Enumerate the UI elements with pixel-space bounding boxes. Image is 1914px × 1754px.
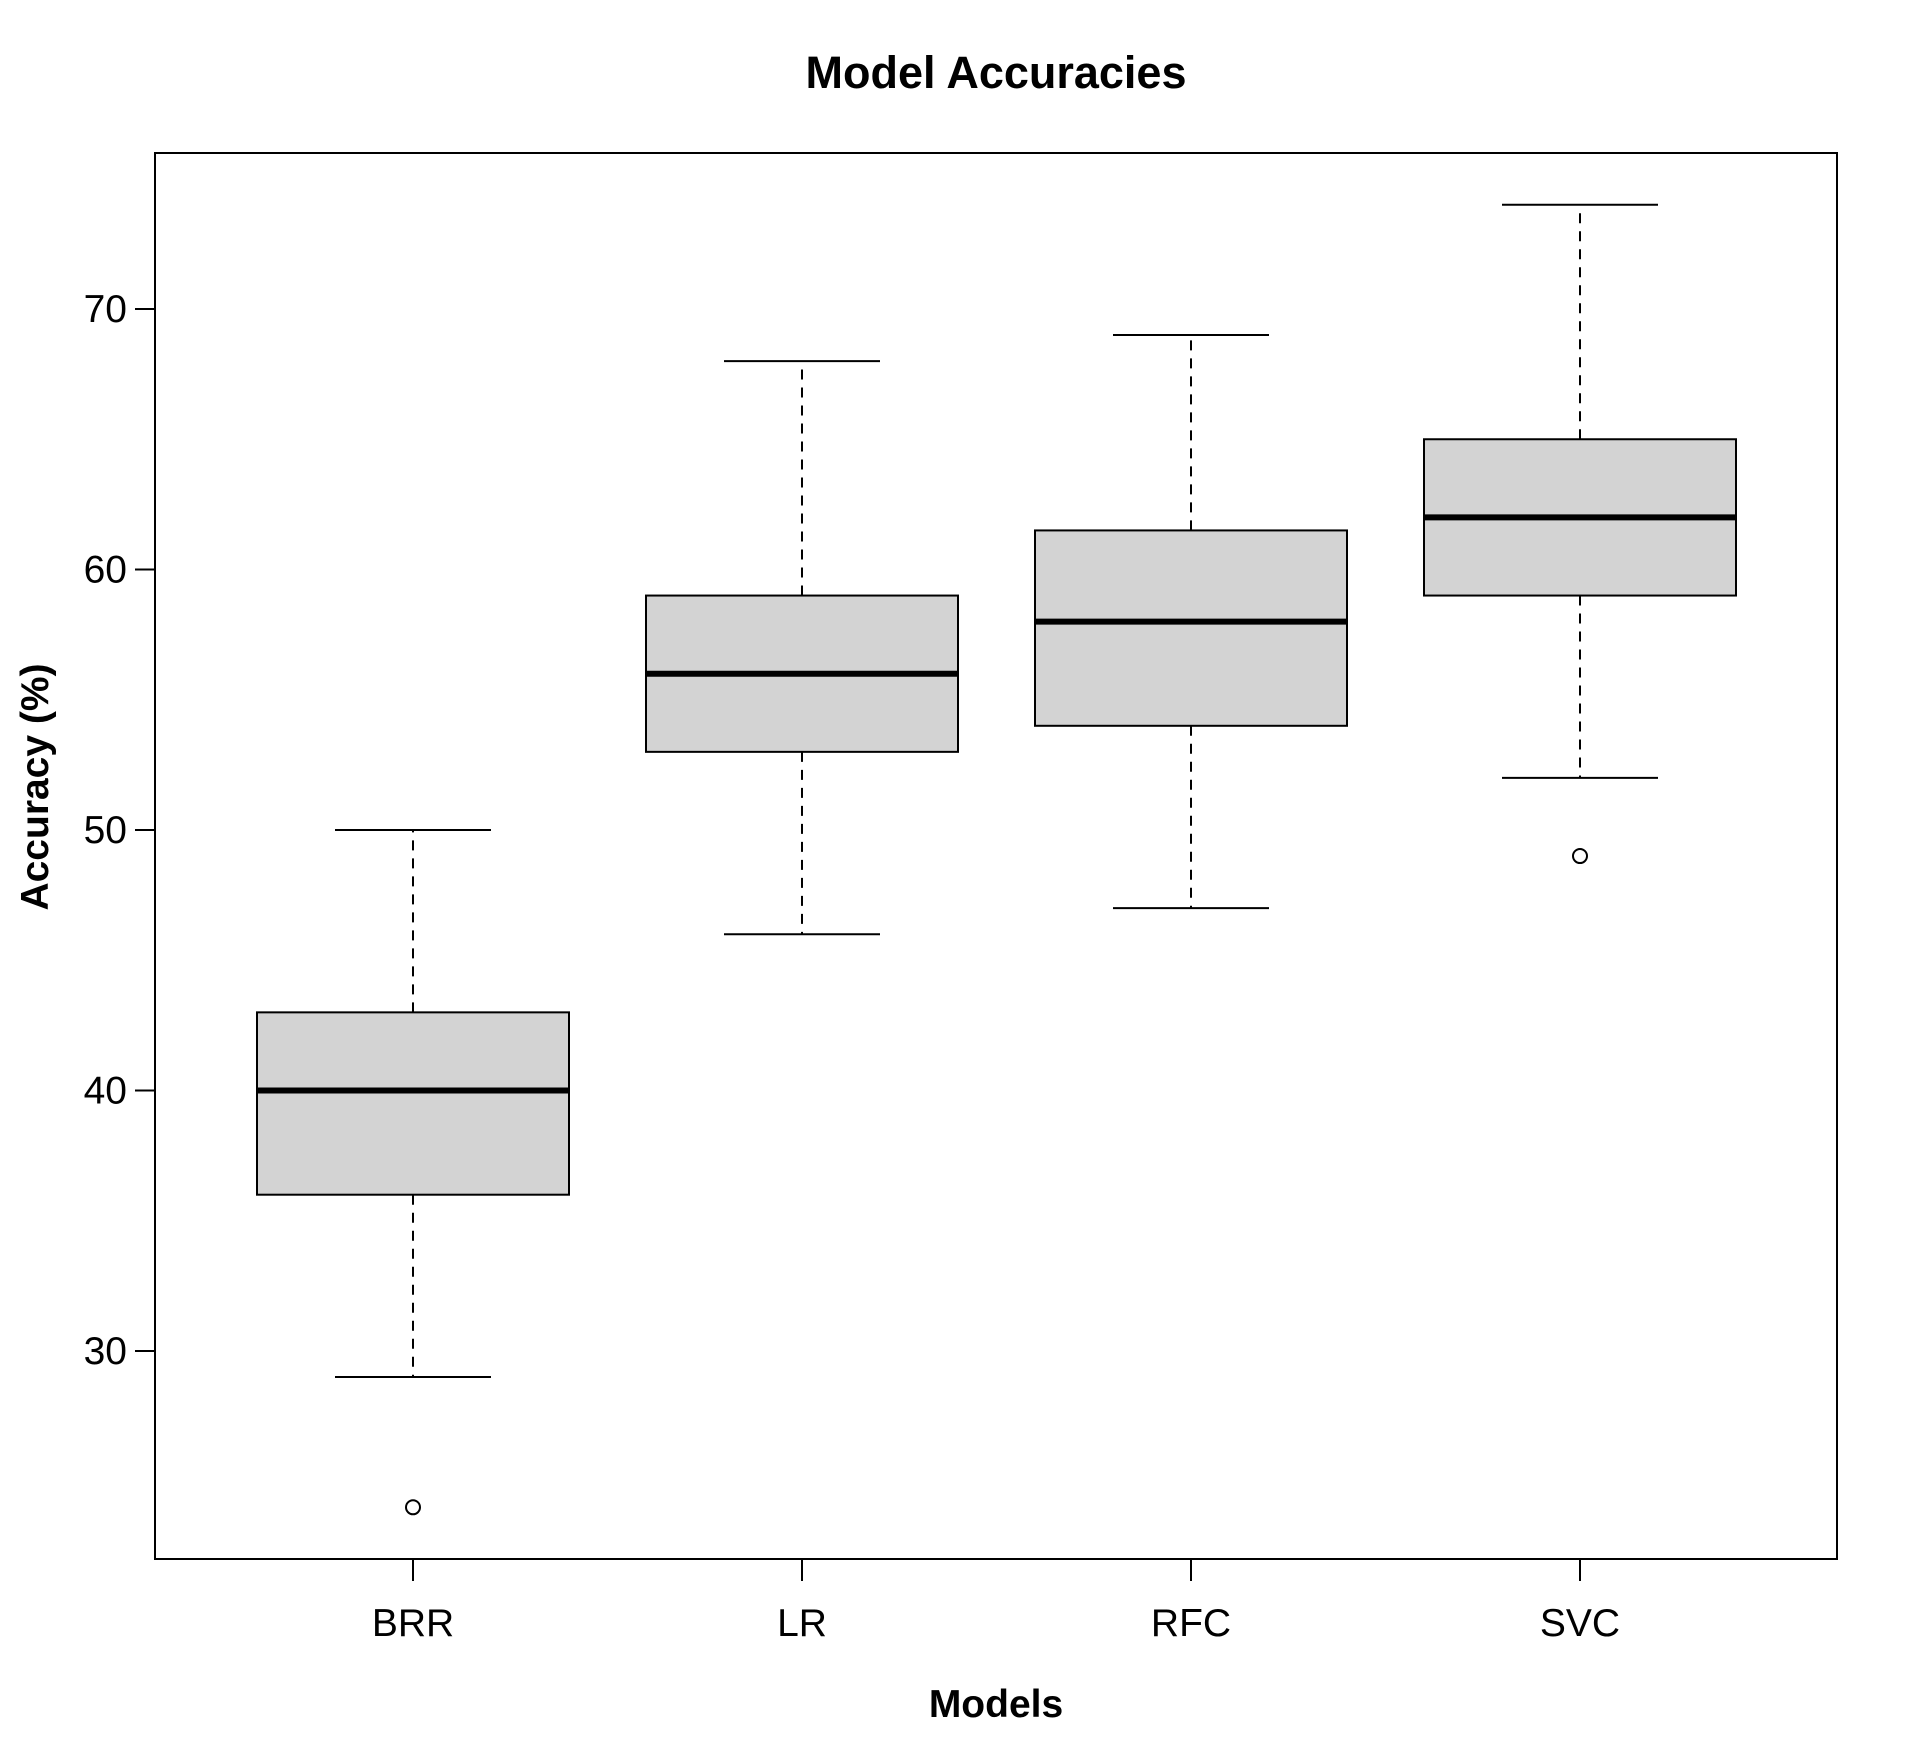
iqr-box xyxy=(256,1011,570,1196)
box-svc xyxy=(1423,203,1737,865)
y-tick-label: 40 xyxy=(84,1070,127,1113)
box-lr xyxy=(645,360,959,936)
chart-title: Model Accuracies xyxy=(806,47,1187,98)
y-axis-label: Accuracy (%) xyxy=(14,663,57,910)
box-rfc xyxy=(1034,334,1348,910)
x-tick-label: RFC xyxy=(1151,1602,1231,1645)
outlier-point xyxy=(1572,848,1588,865)
outlier-point xyxy=(405,1499,421,1516)
x-axis-label: Models xyxy=(929,1683,1063,1726)
x-tick-label: LR xyxy=(777,1602,827,1645)
y-tick-label: 30 xyxy=(84,1330,127,1373)
y-tick-label: 60 xyxy=(84,549,127,592)
y-tick-label: 50 xyxy=(84,809,127,852)
x-tick-label: SVC xyxy=(1540,1602,1620,1645)
y-tick-label: 70 xyxy=(84,288,127,331)
box-brr xyxy=(256,829,570,1516)
plot-marks xyxy=(256,203,1737,1516)
plot-frame xyxy=(154,152,1838,1560)
iqr-box xyxy=(1034,529,1348,727)
x-axis: BRR LR RFC SVC xyxy=(372,1559,1620,1645)
x-tick-label: BRR xyxy=(372,1602,454,1645)
y-axis: 30 40 50 60 70 xyxy=(84,288,155,1373)
